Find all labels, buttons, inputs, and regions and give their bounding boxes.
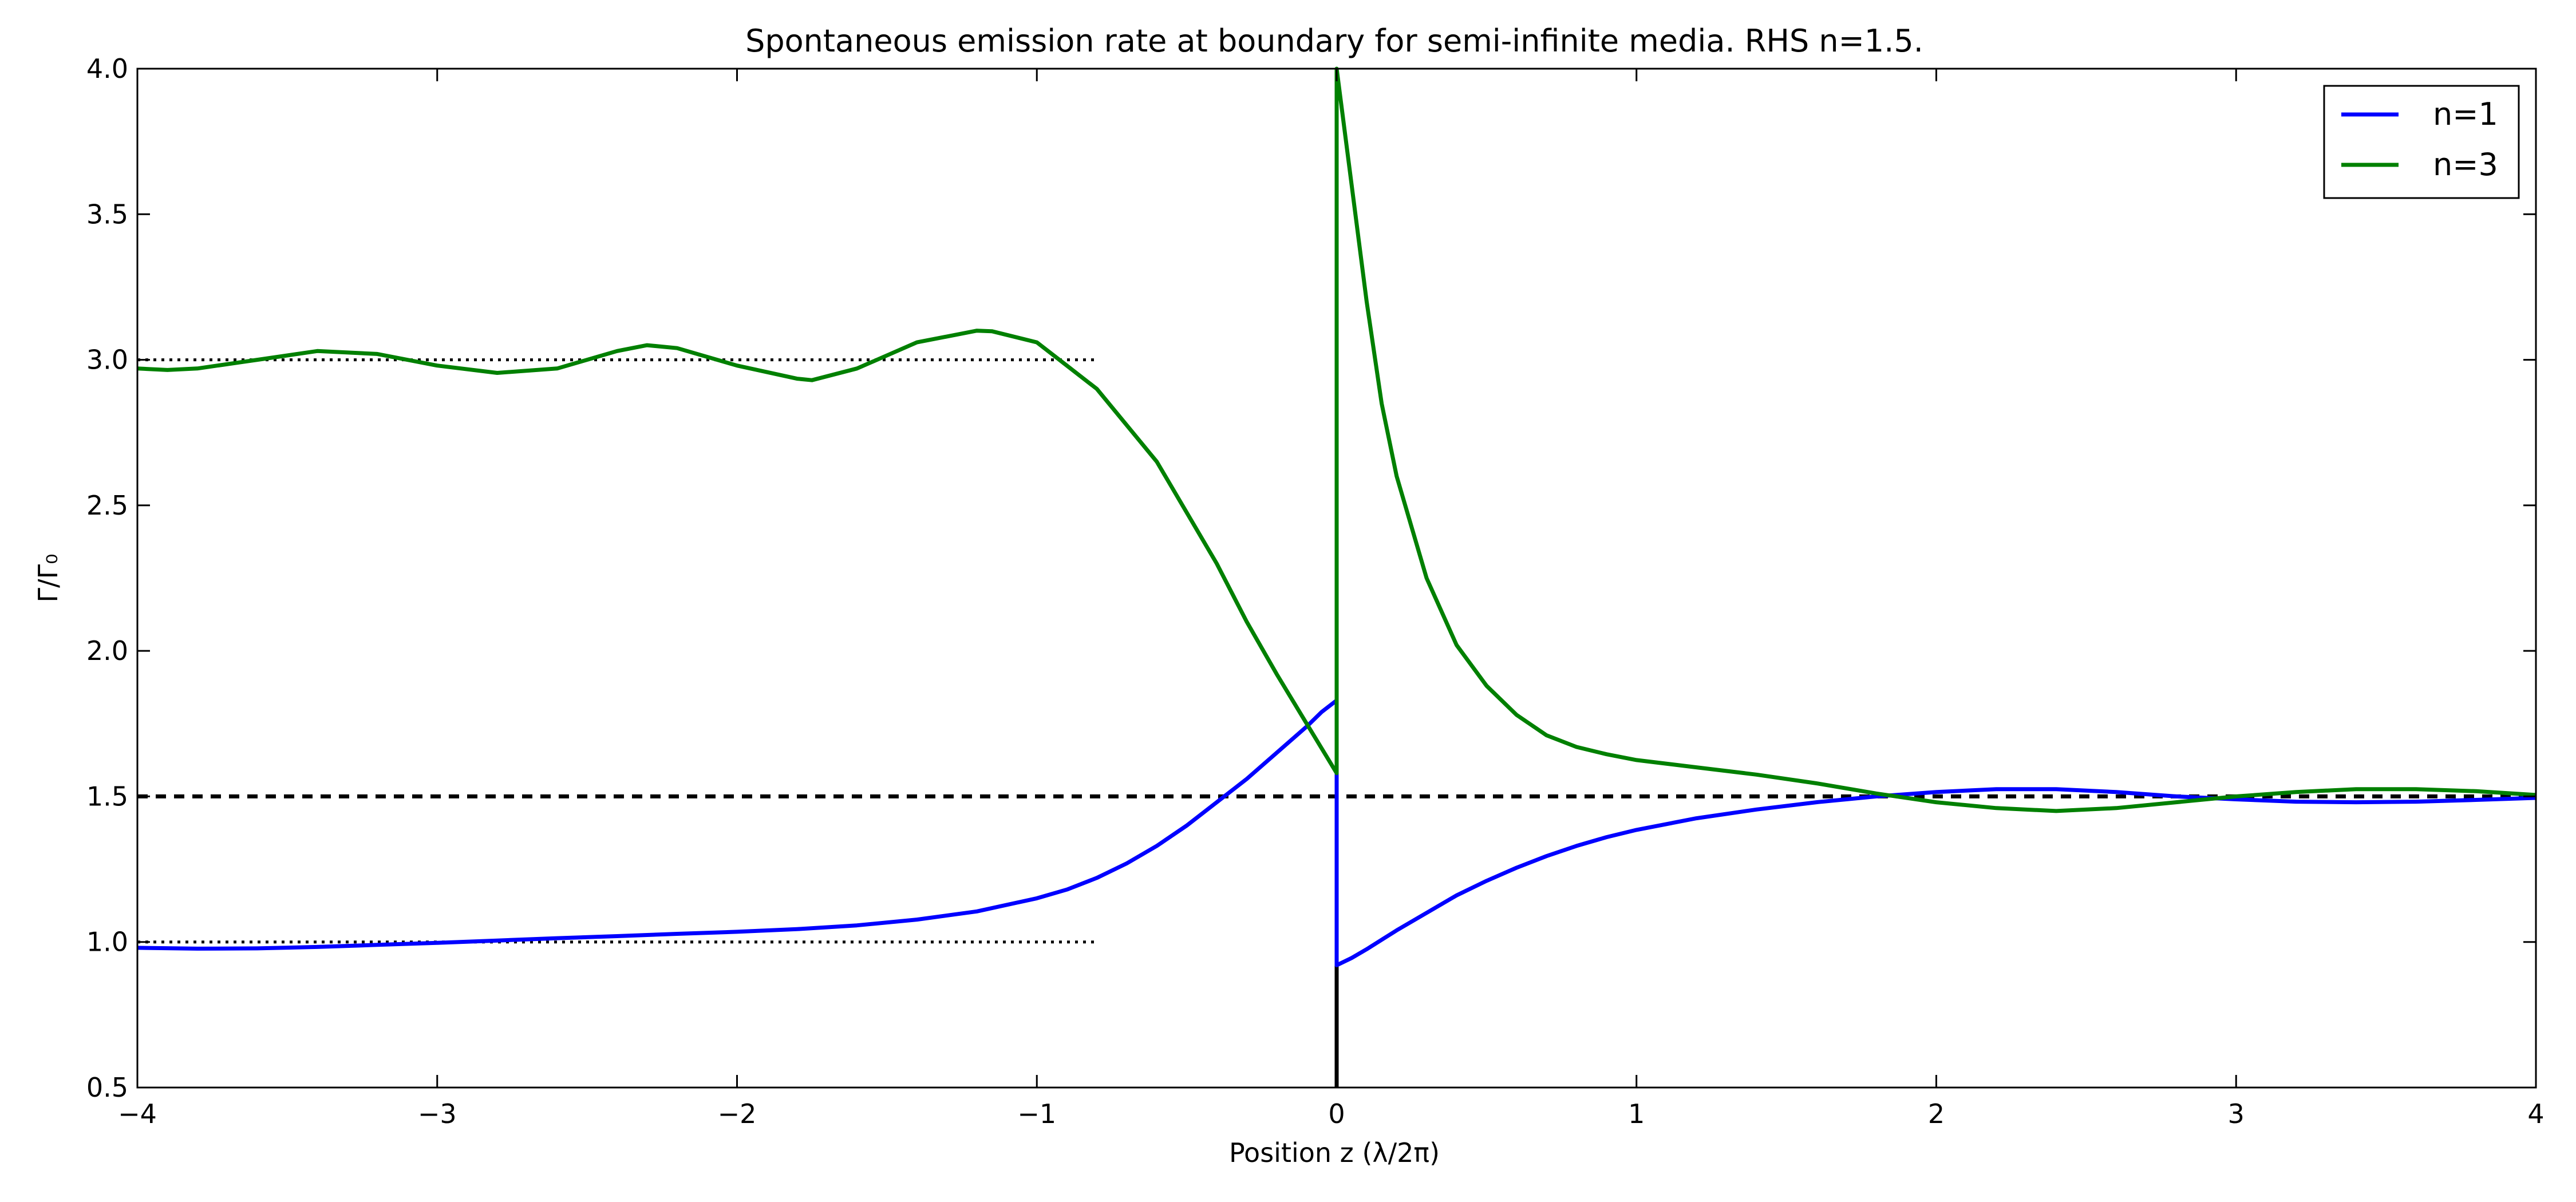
x-tick-label: −2 bbox=[718, 1098, 757, 1129]
x-tick-label: −4 bbox=[118, 1098, 157, 1129]
y-tick-label: 1.0 bbox=[86, 927, 128, 958]
series-line-n=1 bbox=[137, 698, 2537, 967]
x-tick-label: 2 bbox=[1928, 1098, 1945, 1129]
x-tick-label: 3 bbox=[2228, 1098, 2245, 1129]
plot-frame bbox=[136, 68, 2537, 1089]
x-tick-label: −3 bbox=[418, 1098, 457, 1129]
y-tick-label: 4.0 bbox=[86, 53, 128, 84]
legend-label-n=1: n=1 bbox=[2433, 96, 2498, 132]
axis-ticks: −4 −3 −2 −1 0 1 2 3 4 0.5 1.0 1.5 2.0 2.5 3.0 3.5 4.0 bbox=[86, 53, 2545, 1129]
x-tick-label: 1 bbox=[1628, 1098, 1645, 1129]
y-tick-label: 1.5 bbox=[86, 781, 128, 812]
y-tick-label: 0.5 bbox=[86, 1072, 128, 1103]
legend: n=1n=3 bbox=[2323, 85, 2520, 199]
legend-label-n=3: n=3 bbox=[2433, 147, 2498, 183]
series-line-n=3 bbox=[137, 66, 2537, 813]
y-axis-label: Γ/Γ₀ bbox=[33, 553, 64, 602]
y-tick-label: 3.5 bbox=[86, 199, 128, 230]
x-axis-label: Position z (λ/2π) bbox=[1229, 1137, 1440, 1168]
y-tick-label: 2.5 bbox=[86, 490, 128, 521]
x-tick-label: 0 bbox=[1328, 1098, 1345, 1129]
y-tick-label: 2.0 bbox=[86, 635, 128, 666]
legend-box bbox=[2323, 85, 2520, 199]
x-tick-label: 4 bbox=[2527, 1098, 2544, 1129]
x-tick-label: −1 bbox=[1017, 1098, 1056, 1129]
y-tick-label: 3.0 bbox=[86, 345, 128, 375]
plot-area bbox=[137, 66, 2537, 1088]
chart-title: Spontaneous emission rate at boundary fo… bbox=[745, 23, 1923, 59]
